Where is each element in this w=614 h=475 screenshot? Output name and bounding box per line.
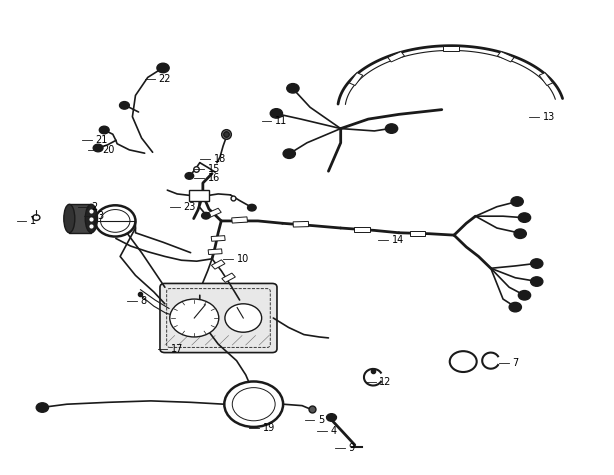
Text: 21: 21 xyxy=(96,135,108,145)
Circle shape xyxy=(509,303,521,312)
Text: 13: 13 xyxy=(543,112,555,122)
Bar xyxy=(293,221,309,227)
Circle shape xyxy=(511,197,523,206)
Bar xyxy=(231,217,247,223)
Bar xyxy=(497,51,514,62)
Circle shape xyxy=(270,109,282,118)
Circle shape xyxy=(247,204,256,211)
Circle shape xyxy=(518,291,530,300)
Circle shape xyxy=(93,144,103,152)
Circle shape xyxy=(185,172,193,179)
Text: 12: 12 xyxy=(379,377,392,387)
Bar xyxy=(189,190,209,200)
Text: 22: 22 xyxy=(159,74,171,84)
Text: 23: 23 xyxy=(183,202,196,212)
Text: 4: 4 xyxy=(330,426,336,436)
Ellipse shape xyxy=(64,204,75,233)
Text: 20: 20 xyxy=(102,145,114,155)
Text: 5: 5 xyxy=(318,415,324,425)
Bar xyxy=(206,208,221,218)
Bar xyxy=(222,273,235,283)
Text: 2: 2 xyxy=(91,202,98,212)
Circle shape xyxy=(120,102,130,109)
Circle shape xyxy=(518,213,530,222)
Circle shape xyxy=(283,149,295,158)
Circle shape xyxy=(201,212,210,219)
Text: 19: 19 xyxy=(263,423,275,433)
Circle shape xyxy=(327,414,336,421)
Circle shape xyxy=(386,124,398,133)
Bar xyxy=(208,249,222,255)
Bar xyxy=(354,227,370,232)
Ellipse shape xyxy=(85,204,98,233)
Circle shape xyxy=(225,304,262,332)
FancyBboxPatch shape xyxy=(160,284,277,352)
Text: 18: 18 xyxy=(214,154,226,164)
Circle shape xyxy=(170,299,219,337)
Text: 7: 7 xyxy=(512,358,518,368)
Circle shape xyxy=(287,84,299,93)
Bar xyxy=(388,51,405,62)
Circle shape xyxy=(99,126,109,134)
Text: 17: 17 xyxy=(171,344,184,354)
Bar xyxy=(410,231,425,237)
Text: 14: 14 xyxy=(392,235,404,245)
Circle shape xyxy=(514,229,526,238)
Bar xyxy=(443,46,459,51)
Bar xyxy=(211,236,225,241)
Circle shape xyxy=(530,259,543,268)
Circle shape xyxy=(530,277,543,286)
Text: 11: 11 xyxy=(275,116,287,126)
Text: 8: 8 xyxy=(141,296,147,306)
Text: 3: 3 xyxy=(98,211,104,221)
Bar xyxy=(69,204,91,233)
Bar xyxy=(539,73,553,86)
Circle shape xyxy=(157,63,169,73)
Text: 1: 1 xyxy=(30,216,36,226)
Bar xyxy=(211,260,225,269)
Text: 15: 15 xyxy=(208,164,220,174)
Text: 16: 16 xyxy=(208,173,220,183)
Text: 10: 10 xyxy=(236,254,249,264)
Text: 9: 9 xyxy=(349,443,355,453)
Circle shape xyxy=(36,403,49,412)
Bar xyxy=(349,73,363,86)
